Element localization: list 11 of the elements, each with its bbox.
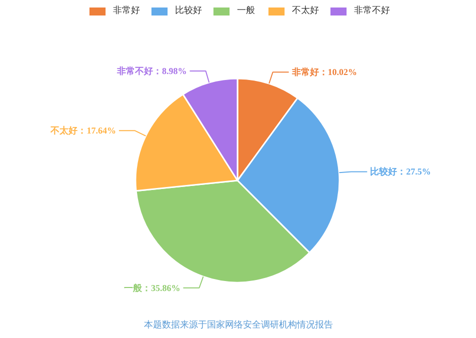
data-label: 比较好：27.5% — [370, 166, 431, 177]
legend-label: 一般 — [237, 5, 256, 17]
data-label: 非常好：10.02% — [290, 67, 358, 78]
legend-label: 非常好 — [113, 4, 140, 17]
text: 本题数据来源于国家网络安全调研机构情况报告 — [144, 320, 333, 330]
data-label: 不太好：17.64% — [50, 126, 116, 136]
data-label: 一般：35.86% — [124, 282, 180, 293]
legend-label: 比较好 — [175, 4, 202, 17]
data-label: 非常不好：8.98% — [116, 66, 187, 76]
legend-label: 不太好 — [292, 4, 319, 17]
legend-label: 非常不好 — [354, 4, 390, 17]
